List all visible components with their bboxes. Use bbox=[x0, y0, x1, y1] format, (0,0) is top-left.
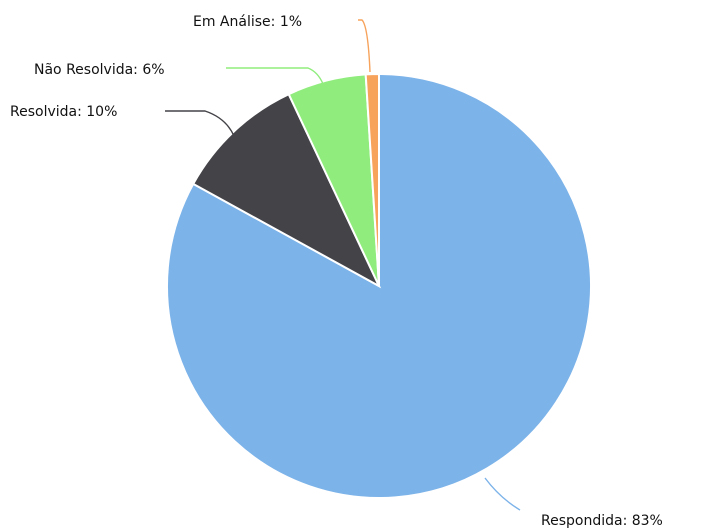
pie-slice-resolvida bbox=[191, 92, 382, 289]
data-label-em-analise: Em Análise: 1% bbox=[193, 14, 302, 30]
data-label-respondida: Respondida: 83% bbox=[541, 513, 663, 529]
leader-line-resolvida bbox=[165, 110, 235, 137]
data-labels: Respondida: 83% Resolvida: 10% Não Resol… bbox=[10, 14, 663, 529]
leader-line-em-analise bbox=[358, 19, 371, 73]
pie-slice-respondida bbox=[166, 72, 592, 499]
data-label-nao-resolvida: Não Resolvida: 6% bbox=[34, 62, 165, 78]
data-label-resolvida: Resolvida: 10% bbox=[10, 104, 117, 120]
leader-line-nao-resolvida bbox=[226, 67, 324, 85]
pie-slice-em-analise bbox=[364, 72, 380, 287]
label-leader-lines bbox=[165, 19, 521, 511]
pie-slices bbox=[166, 72, 592, 499]
leader-line-respondida bbox=[484, 477, 521, 511]
